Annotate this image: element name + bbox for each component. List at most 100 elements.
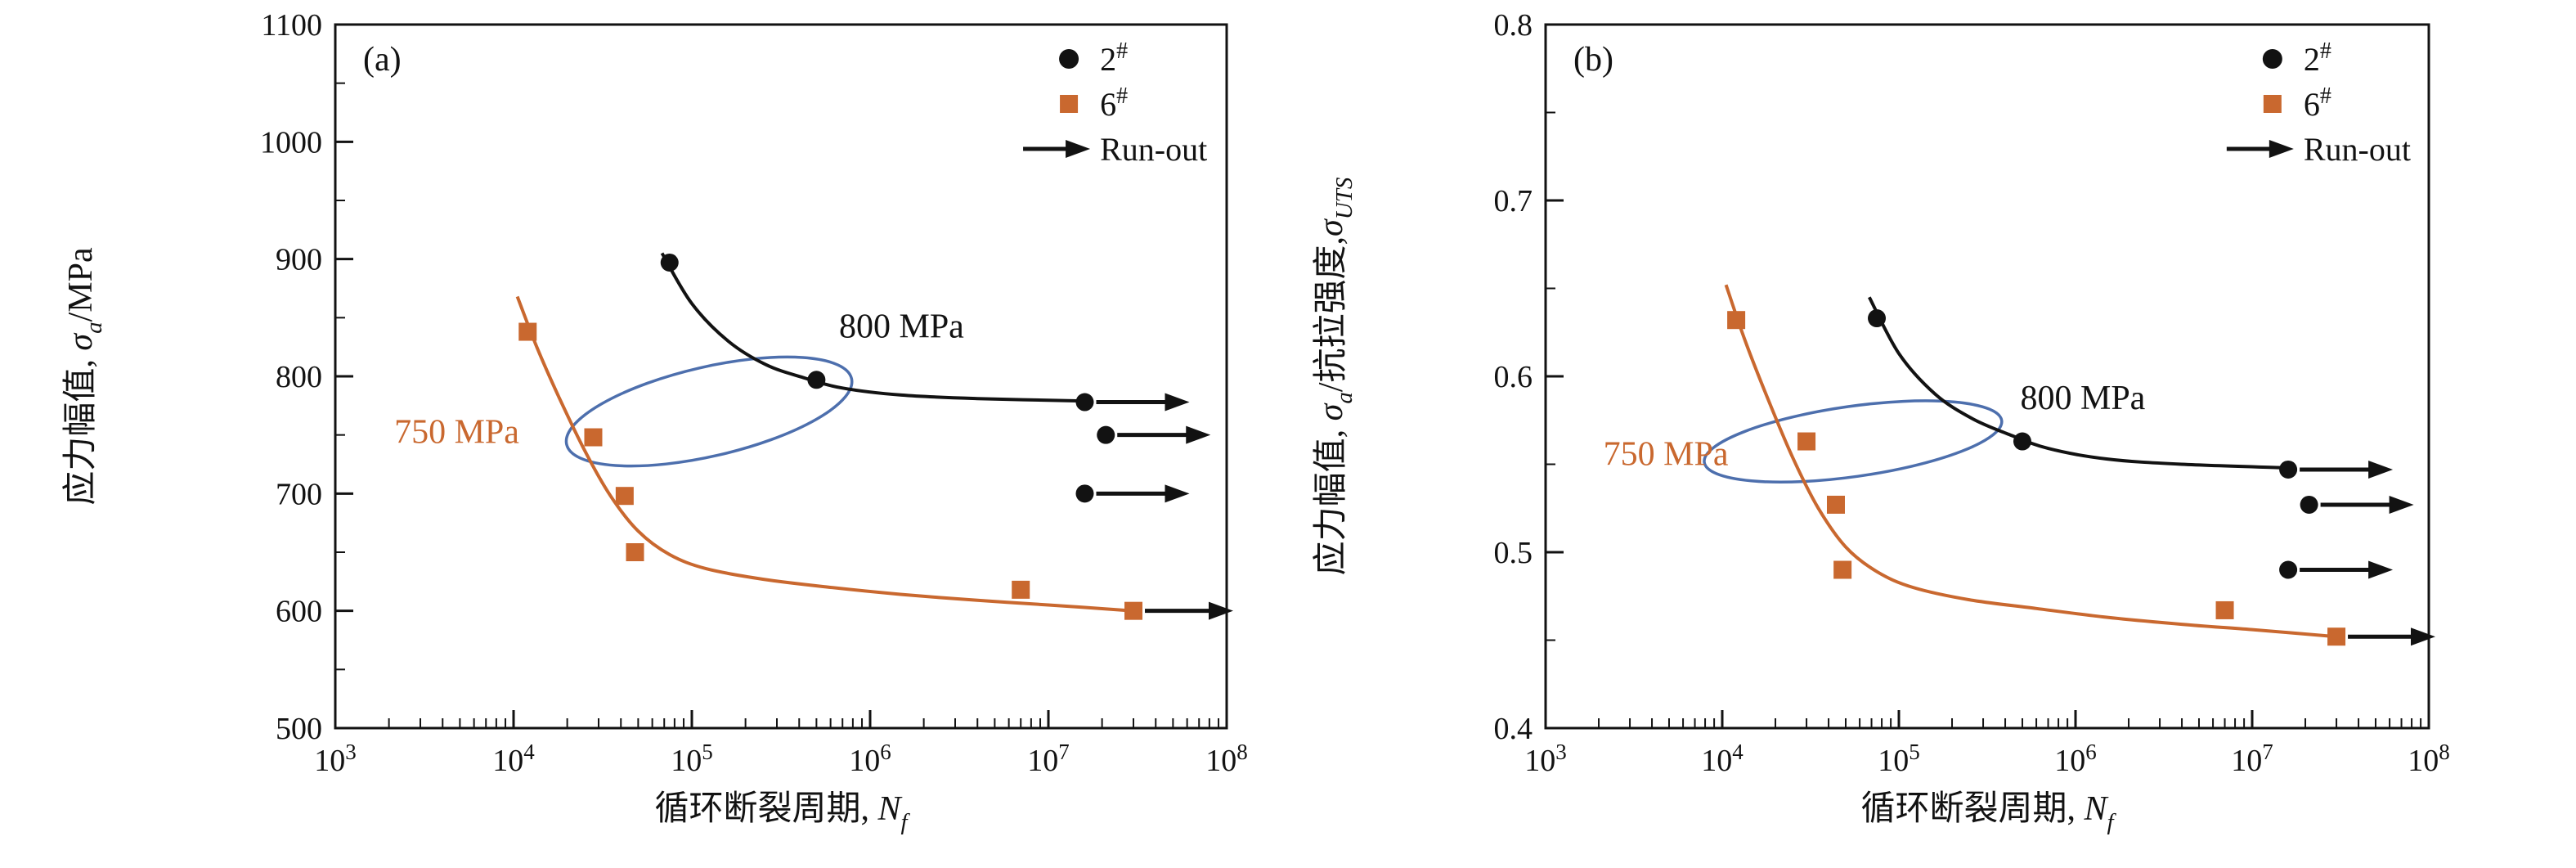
data-point-circle <box>2279 460 2298 479</box>
y-axis-title-segment: 应力幅值, <box>1312 421 1350 575</box>
x-axis-title: 循环断裂周期, Nf <box>1860 790 2116 835</box>
legend-label-segment: # <box>1116 83 1128 109</box>
legend-label-segment: 6 <box>2304 86 2320 123</box>
y-axis-title: 应力幅值, σa/抗拉强度,σUTS <box>1312 177 1358 575</box>
runout-arrow-head <box>2368 560 2394 579</box>
panel-label: (a) <box>363 41 402 79</box>
trend-curve-series-1 <box>515 295 1134 613</box>
annotation: 800 MPa <box>2020 380 2145 417</box>
legend-label: Run-out <box>1100 131 1207 168</box>
legend-runout-arrow-head <box>2269 140 2294 158</box>
legend-label: 2# <box>1100 38 1128 78</box>
y-axis-title-segment: /抗拉强度, <box>1312 236 1350 392</box>
y-tick-label: 1000 <box>260 125 322 160</box>
legend-label-segment: # <box>2320 38 2331 64</box>
y-tick-label: 500 <box>276 712 322 746</box>
panel-label-segment: (a) <box>363 41 402 79</box>
runout-arrow-head <box>2389 495 2414 514</box>
x-tick-label: 107 <box>2231 740 2273 778</box>
x-tick-label: 103 <box>1524 740 1567 778</box>
y-tick-label: 0.4 <box>1494 712 1533 746</box>
runout-arrow-head <box>1165 393 1190 412</box>
runout-arrow-head <box>1165 484 1190 503</box>
x-axis-title-segment: N <box>2083 790 2108 828</box>
data-point-square <box>1797 432 1816 451</box>
x-tick-label-segment: 10 <box>2231 744 2262 778</box>
legend-marker-square <box>2263 95 2282 113</box>
data-point-square <box>615 487 634 506</box>
data-point-square <box>1826 495 1845 514</box>
x-tick-label: 107 <box>1027 740 1070 778</box>
runout-arrow-head <box>1186 425 1211 444</box>
data-point-square <box>518 322 537 341</box>
y-axis-title-segment: σ <box>62 332 100 351</box>
data-point-square <box>1833 560 1852 579</box>
x-tick-label-segment: 10 <box>1524 744 1555 778</box>
x-axis-title-segment: 循环断裂周期, <box>654 790 877 828</box>
y-tick-label: 0.8 <box>1494 8 1533 43</box>
data-point-square <box>2215 600 2234 619</box>
annotation: 750 MPa <box>394 413 519 451</box>
chart-svg-a: 103 104 105 106 107 1085006007008009001000110… <box>61 8 1248 835</box>
x-tick-label-segment: 10 <box>849 744 880 778</box>
x-tick-label-segment: 7 <box>1058 740 1070 764</box>
x-tick-label-segment: 10 <box>492 744 523 778</box>
data-point-circle <box>2279 560 2298 579</box>
data-point-circle <box>660 253 679 272</box>
x-tick-label-segment: 10 <box>1878 744 1909 778</box>
x-axis-title: 循环断裂周期, Nf <box>654 790 910 835</box>
data-point-square <box>584 428 603 447</box>
data-point-circle <box>807 371 826 389</box>
x-tick-label-segment: 3 <box>345 740 357 764</box>
data-point-circle <box>1868 309 1887 328</box>
y-tick-label: 0.7 <box>1494 184 1533 218</box>
data-point-square <box>626 543 644 561</box>
legend-label: 6# <box>1100 83 1128 123</box>
panel-label: (b) <box>1573 41 1613 79</box>
y-axis-title: 应力幅值, σa/MPa <box>61 247 107 506</box>
legend-label-segment: Run-out <box>1100 131 1207 168</box>
x-axis-title-segment: f <box>900 809 910 835</box>
x-tick-label: 105 <box>1878 740 1920 778</box>
legend-marker-circle <box>1059 49 1079 69</box>
y-tick-label: 0.5 <box>1494 536 1533 570</box>
x-tick-label-segment: 7 <box>2262 740 2273 764</box>
x-tick-label-segment: 6 <box>880 740 891 764</box>
x-tick-label-segment: 8 <box>1236 740 1248 764</box>
y-tick-label: 600 <box>276 595 322 629</box>
x-tick-label-segment: 5 <box>1909 740 1920 764</box>
runout-arrow-head <box>2368 460 2394 479</box>
y-axis-title-segment: σ <box>1313 402 1350 421</box>
trend-curve-series-1 <box>1724 284 2337 639</box>
x-tick-label: 106 <box>2054 740 2097 778</box>
annotation: 800 MPa <box>839 308 964 345</box>
x-tick-label-segment: 10 <box>2054 744 2085 778</box>
legend-label: 6# <box>2304 83 2331 123</box>
data-point-square <box>1012 580 1030 599</box>
y-axis-title-segment: a <box>81 322 107 334</box>
x-tick-label: 105 <box>671 740 713 778</box>
legend-label: 2# <box>2304 38 2331 78</box>
plot-frame <box>1544 23 2430 730</box>
x-tick-label-segment: 10 <box>1027 744 1058 778</box>
x-tick-label-segment: 10 <box>2408 744 2439 778</box>
x-tick-label: 106 <box>849 740 891 778</box>
data-point-square <box>1727 311 1746 330</box>
legend-marker-square <box>1060 95 1079 113</box>
data-point-circle <box>2300 495 2318 514</box>
y-axis-title-segment: a <box>1331 392 1358 404</box>
highlight-ellipse <box>564 355 854 468</box>
panel-label-segment: (b) <box>1573 41 1613 79</box>
runout-arrow-head <box>1209 601 1233 620</box>
y-tick-label: 1100 <box>261 8 322 43</box>
plot-frame <box>334 23 1228 730</box>
legend-label: Run-out <box>2304 131 2411 168</box>
y-tick-label: 700 <box>276 477 322 511</box>
y-axis-title-segment: /MPa <box>62 247 100 322</box>
x-tick-label: 108 <box>1205 740 1248 778</box>
data-point-circle <box>1075 484 1094 503</box>
x-tick-label-segment: 6 <box>2085 740 2097 764</box>
x-tick-label-segment: 5 <box>702 740 713 764</box>
x-tick-label: 108 <box>2408 740 2450 778</box>
x-axis-title-segment: 循环断裂周期, <box>1860 790 2084 828</box>
